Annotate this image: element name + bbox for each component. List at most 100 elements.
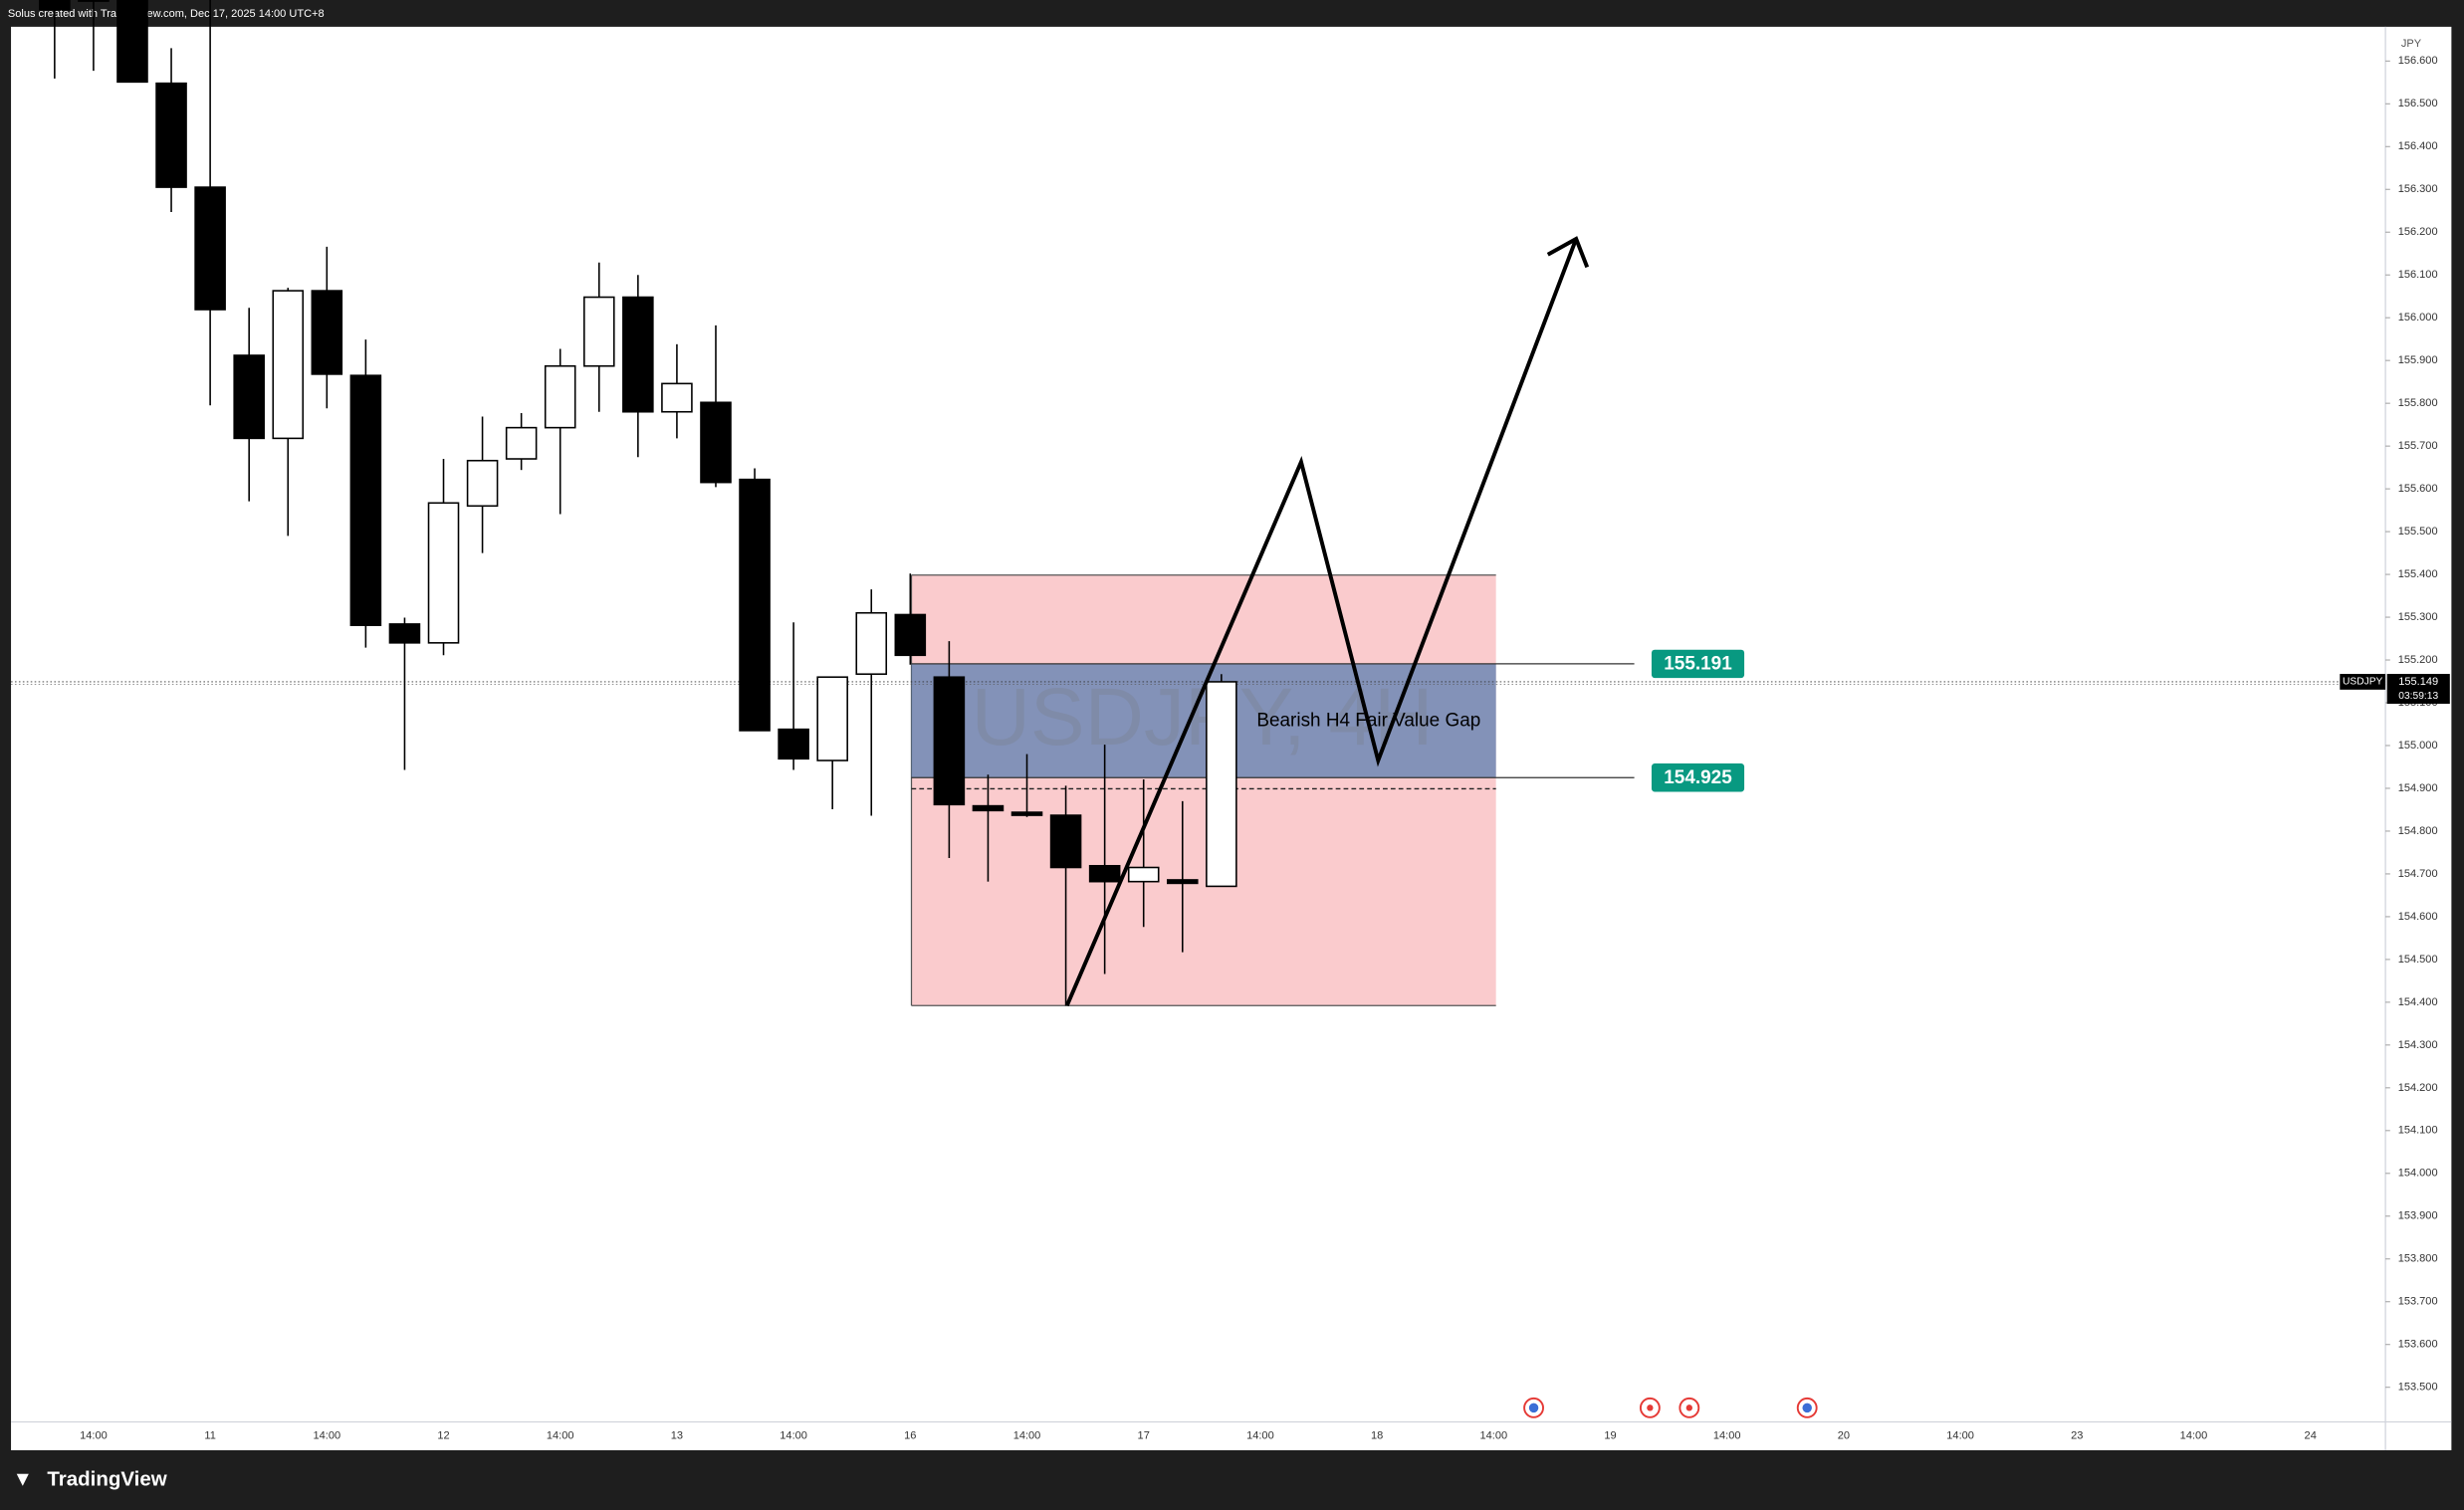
logo-mark: ▼	[13, 1467, 33, 1490]
x-tick-label: 23	[2071, 1430, 2083, 1442]
candle-body	[155, 82, 187, 188]
candle-body	[661, 382, 693, 413]
candle-body	[700, 401, 732, 484]
event-icon	[1802, 1402, 1812, 1413]
candle-body	[39, 0, 71, 11]
arrow-head	[1546, 236, 1590, 269]
zones	[910, 574, 1496, 1006]
x-tick-label: 16	[904, 1430, 916, 1442]
symbol-label: USDJPY	[2343, 677, 2383, 688]
y-tick-label: 154.900	[2398, 782, 2438, 794]
candle-body	[505, 426, 538, 460]
candle-body	[1049, 814, 1082, 869]
candle-body	[1010, 811, 1043, 816]
y-tick-label: 153.600	[2398, 1339, 2438, 1351]
countdown: 03:59:13	[2398, 691, 2438, 702]
event-icon	[1528, 1402, 1539, 1413]
x-tick-label: 14:00	[780, 1430, 807, 1442]
footer-logo: TradingView	[47, 1467, 166, 1490]
price-label: 155.149	[2398, 676, 2438, 688]
candle-body	[739, 478, 771, 732]
y-tick-label: 154.000	[2398, 1168, 2438, 1180]
zone	[911, 574, 1496, 1006]
candle-body	[972, 804, 1005, 812]
candle-body	[466, 459, 499, 508]
x-tick-label: 17	[1138, 1430, 1150, 1442]
y-tick-label: 156.400	[2398, 140, 2438, 152]
x-tick-label: 11	[204, 1430, 215, 1442]
x-tick-label: 14:00	[1713, 1430, 1741, 1442]
projection-path	[1064, 236, 1590, 1007]
level-label: 155.191	[1664, 654, 1731, 675]
candle-body	[233, 354, 265, 440]
y-tick-label: 155.400	[2398, 568, 2438, 580]
y-tick-label: 156.100	[2398, 269, 2438, 281]
y-tick-label: 156.600	[2398, 55, 2438, 67]
y-tick-label: 155.300	[2398, 611, 2438, 623]
y-tick-label: 155.500	[2398, 526, 2438, 538]
x-tick-label: 14:00	[1013, 1430, 1041, 1442]
candle-body	[427, 502, 460, 644]
x-tick-label: 14:00	[2180, 1430, 2208, 1442]
y-tick-label: 154.100	[2398, 1125, 2438, 1137]
level-label: 154.925	[1664, 767, 1731, 788]
candle-body	[194, 186, 226, 311]
x-tick-label: 24	[2305, 1430, 2317, 1442]
y-tick-label: 156.200	[2398, 226, 2438, 238]
main-layer: 153.500 153.600 153.700 153.800 153.900 154.0…	[11, 0, 2450, 1442]
event-icon	[1685, 1404, 1692, 1411]
candle-body	[272, 290, 305, 440]
candle-body	[388, 623, 421, 644]
y-tick-label: 155.700	[2398, 440, 2438, 452]
x-tick-label: 14:00	[314, 1430, 341, 1442]
y-tick-label: 155.600	[2398, 483, 2438, 495]
y-tick-label: 153.900	[2398, 1210, 2438, 1222]
y-tick-label: 154.600	[2398, 911, 2438, 923]
candle-body	[894, 613, 927, 657]
y-tick-label: 156.000	[2398, 312, 2438, 324]
x-tick-label: 19	[1604, 1430, 1616, 1442]
candle-body	[1127, 866, 1160, 883]
x-tick-label: 20	[1838, 1430, 1850, 1442]
x-tick-label: 14:00	[1246, 1430, 1274, 1442]
currency-label: JPY	[2401, 38, 2422, 50]
level-tag	[1651, 763, 1745, 792]
event-icon	[1647, 1404, 1654, 1411]
candle-body	[855, 611, 888, 676]
candle-body	[116, 0, 148, 84]
x-tick-label: 13	[671, 1430, 683, 1442]
event-icons	[1523, 1397, 1818, 1418]
y-tick-label: 154.500	[2398, 954, 2438, 966]
y-tick-label: 154.300	[2398, 1039, 2438, 1051]
y-tick-label: 155.200	[2398, 654, 2438, 666]
x-tick-label: 14:00	[1946, 1430, 1974, 1442]
y-tick-label: 153.700	[2398, 1296, 2438, 1308]
x-tick-label: 14:00	[547, 1430, 574, 1442]
y-tick-label: 156.500	[2398, 98, 2438, 109]
price-tag	[2386, 674, 2450, 705]
level-tag	[1651, 649, 1745, 679]
candle-body	[582, 296, 615, 367]
candle-body	[816, 676, 848, 761]
candle-body	[311, 290, 343, 375]
candle-body	[1166, 879, 1199, 885]
candle-body	[78, 0, 110, 2]
y-tick-label: 153.500	[2398, 1382, 2438, 1394]
y-tick-label: 154.800	[2398, 825, 2438, 837]
y-tick-label: 154.400	[2398, 996, 2438, 1008]
y-tick-label: 155.800	[2398, 397, 2438, 409]
y-tick-label: 154.200	[2398, 1082, 2438, 1094]
symbol-tag	[2340, 674, 2386, 690]
x-tick-label: 14:00	[80, 1430, 108, 1442]
x-tick-label: 12	[437, 1430, 449, 1442]
candle-body	[622, 296, 654, 413]
y-tick-label: 154.700	[2398, 868, 2438, 880]
y-tick-label: 153.800	[2398, 1253, 2438, 1265]
y-tick-label: 155.000	[2398, 740, 2438, 752]
y-tick-label: 156.300	[2398, 183, 2438, 195]
candle-body	[778, 728, 809, 760]
fvg-band	[911, 663, 1496, 778]
watermark: USDJPY, 4H	[972, 672, 1434, 762]
